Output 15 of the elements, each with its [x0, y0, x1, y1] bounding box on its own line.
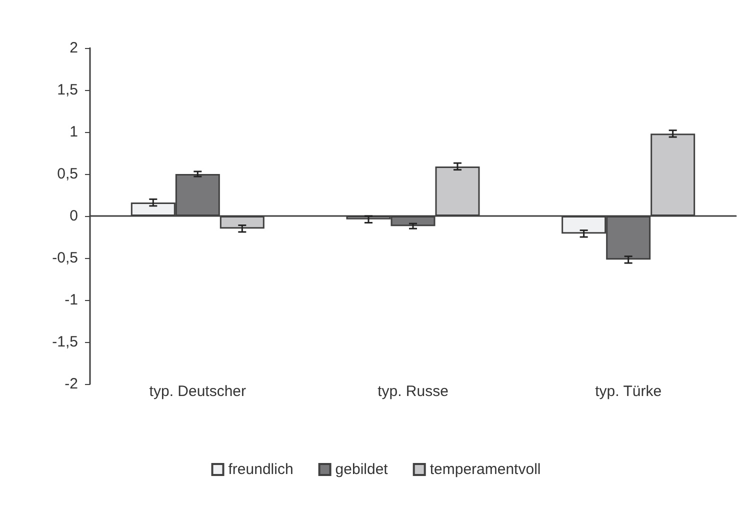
y-tick-label: -2: [64, 376, 78, 392]
y-tick-label: 1,5: [57, 82, 78, 98]
y-tick-label: -1: [64, 292, 78, 308]
y-tick-label: -0,5: [52, 250, 78, 266]
legend-label: freundlich: [228, 461, 294, 478]
y-tick-label: 0,5: [57, 166, 78, 182]
y-tick-label: 2: [70, 40, 78, 56]
legend-label: gebildet: [335, 461, 389, 478]
y-tick-label: -1,5: [52, 334, 78, 350]
legend-label: temperamentvoll: [430, 461, 541, 478]
y-tick-label: 1: [70, 124, 78, 140]
x-tick-label: typ. Russe: [378, 383, 448, 400]
x-tick-label: typ. Deutscher: [149, 383, 246, 400]
y-tick-label: 0: [70, 208, 78, 224]
x-tick-label: typ. Türke: [595, 383, 662, 400]
